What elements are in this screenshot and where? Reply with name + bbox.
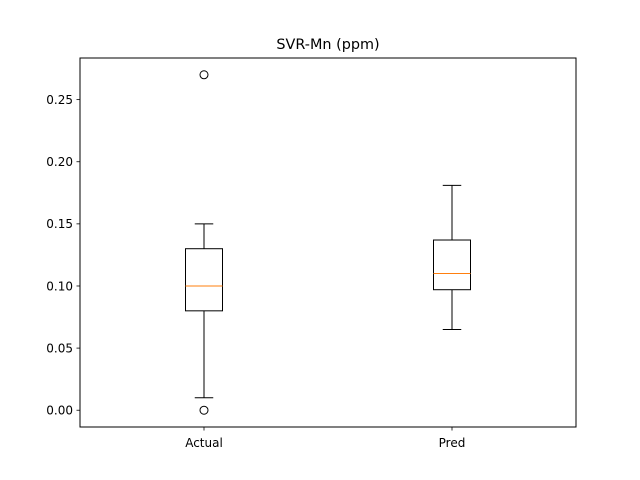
y-tick-label: 0.15	[46, 217, 73, 231]
y-tick-label: 0.10	[46, 279, 73, 293]
box-series	[185, 70, 471, 415]
y-tick-label: 0.25	[46, 93, 73, 107]
x-tick-label: Pred	[439, 436, 466, 450]
box-iqr	[433, 239, 471, 291]
y-tick-label: 0.05	[46, 341, 73, 355]
chart-title: SVR-Mn (ppm)	[276, 37, 379, 53]
outlier-point	[199, 70, 209, 80]
y-tick-label: 0.00	[46, 404, 73, 418]
x-tick-label: Actual	[185, 436, 223, 450]
box-iqr	[185, 248, 223, 312]
y-axis: 0.00 0.05 0.10 0.15 0.20 0.25	[46, 93, 80, 418]
outlier-point	[199, 405, 209, 415]
plot-frame	[79, 57, 577, 428]
box-group-actual	[185, 70, 223, 415]
x-axis: Actual Pred	[185, 427, 465, 450]
y-tick-label: 0.20	[46, 155, 73, 169]
box-group-pred	[433, 184, 471, 330]
